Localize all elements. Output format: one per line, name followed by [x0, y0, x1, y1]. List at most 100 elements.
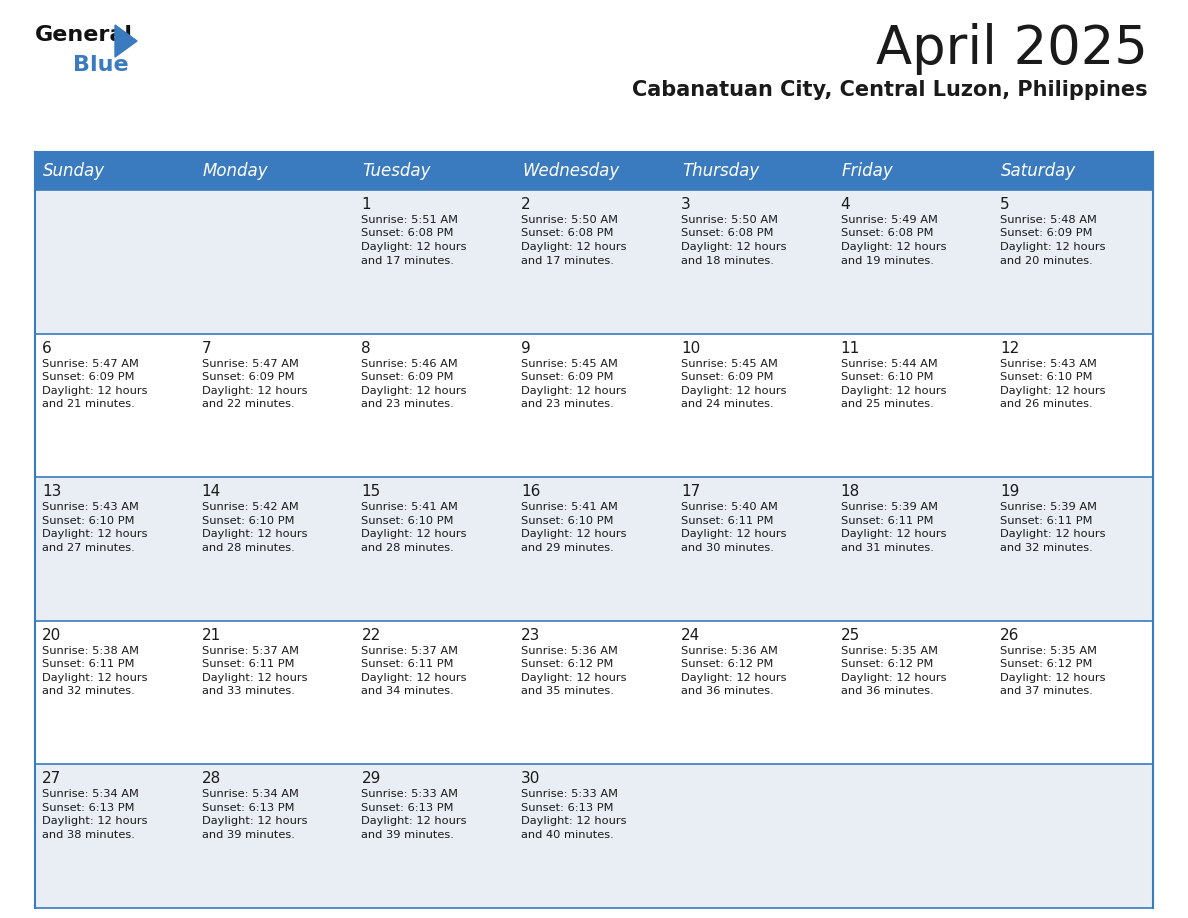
Text: Sunrise: 5:42 AM: Sunrise: 5:42 AM — [202, 502, 298, 512]
Bar — [674, 190, 834, 333]
Text: Daylight: 12 hours: Daylight: 12 hours — [841, 529, 946, 539]
Text: Sunrise: 5:46 AM: Sunrise: 5:46 AM — [361, 359, 459, 369]
Text: Sunset: 6:11 PM: Sunset: 6:11 PM — [361, 659, 454, 669]
Text: and 38 minutes.: and 38 minutes. — [42, 830, 135, 840]
Bar — [674, 765, 834, 908]
Text: Sunrise: 5:48 AM: Sunrise: 5:48 AM — [1000, 215, 1098, 225]
Text: General: General — [34, 25, 133, 45]
Text: Daylight: 12 hours: Daylight: 12 hours — [202, 816, 308, 826]
Text: Daylight: 12 hours: Daylight: 12 hours — [202, 386, 308, 396]
Bar — [34, 333, 195, 477]
Text: 2: 2 — [522, 197, 531, 212]
Text: Daylight: 12 hours: Daylight: 12 hours — [841, 673, 946, 683]
Text: Daylight: 12 hours: Daylight: 12 hours — [1000, 529, 1106, 539]
Text: Daylight: 12 hours: Daylight: 12 hours — [361, 673, 467, 683]
Text: and 33 minutes.: and 33 minutes. — [202, 687, 295, 696]
Text: Sunrise: 5:35 AM: Sunrise: 5:35 AM — [841, 645, 937, 655]
Text: Sunset: 6:09 PM: Sunset: 6:09 PM — [202, 372, 295, 382]
Text: Sunset: 6:13 PM: Sunset: 6:13 PM — [42, 803, 134, 813]
Bar — [834, 765, 993, 908]
Text: Sunset: 6:10 PM: Sunset: 6:10 PM — [841, 372, 933, 382]
Text: 21: 21 — [202, 628, 221, 643]
Bar — [195, 621, 354, 765]
Text: 1: 1 — [361, 197, 371, 212]
Text: and 22 minutes.: and 22 minutes. — [202, 399, 295, 409]
Text: Sunrise: 5:49 AM: Sunrise: 5:49 AM — [841, 215, 937, 225]
Text: 25: 25 — [841, 628, 860, 643]
Text: Sunrise: 5:51 AM: Sunrise: 5:51 AM — [361, 215, 459, 225]
Text: Daylight: 12 hours: Daylight: 12 hours — [361, 242, 467, 252]
Text: Sunset: 6:08 PM: Sunset: 6:08 PM — [681, 229, 773, 239]
Text: Sunday: Sunday — [43, 162, 105, 180]
Text: Sunrise: 5:37 AM: Sunrise: 5:37 AM — [202, 645, 298, 655]
Text: 12: 12 — [1000, 341, 1019, 355]
Text: and 27 minutes.: and 27 minutes. — [42, 543, 134, 553]
Text: Sunrise: 5:43 AM: Sunrise: 5:43 AM — [1000, 359, 1098, 369]
Text: 17: 17 — [681, 484, 700, 499]
Text: Daylight: 12 hours: Daylight: 12 hours — [202, 529, 308, 539]
Bar — [834, 190, 993, 333]
Text: Sunrise: 5:34 AM: Sunrise: 5:34 AM — [42, 789, 139, 800]
Text: Sunrise: 5:33 AM: Sunrise: 5:33 AM — [361, 789, 459, 800]
Bar — [514, 190, 674, 333]
Bar — [993, 765, 1154, 908]
Bar — [834, 152, 993, 190]
Text: Sunset: 6:12 PM: Sunset: 6:12 PM — [1000, 659, 1093, 669]
Bar — [834, 333, 993, 477]
Text: Monday: Monday — [203, 162, 268, 180]
Text: Daylight: 12 hours: Daylight: 12 hours — [522, 529, 626, 539]
Polygon shape — [115, 25, 137, 57]
Text: 28: 28 — [202, 771, 221, 787]
Bar — [34, 477, 195, 621]
Text: 16: 16 — [522, 484, 541, 499]
Text: Sunset: 6:12 PM: Sunset: 6:12 PM — [841, 659, 933, 669]
Text: and 36 minutes.: and 36 minutes. — [681, 687, 773, 696]
Text: Daylight: 12 hours: Daylight: 12 hours — [522, 816, 626, 826]
Text: Sunset: 6:11 PM: Sunset: 6:11 PM — [841, 516, 933, 526]
Text: 8: 8 — [361, 341, 371, 355]
Text: Sunrise: 5:44 AM: Sunrise: 5:44 AM — [841, 359, 937, 369]
Text: and 30 minutes.: and 30 minutes. — [681, 543, 773, 553]
Text: Sunset: 6:11 PM: Sunset: 6:11 PM — [42, 659, 134, 669]
Text: Tuesday: Tuesday — [362, 162, 431, 180]
Text: Sunset: 6:10 PM: Sunset: 6:10 PM — [42, 516, 134, 526]
Text: and 26 minutes.: and 26 minutes. — [1000, 399, 1093, 409]
Text: Daylight: 12 hours: Daylight: 12 hours — [1000, 242, 1106, 252]
Text: Sunset: 6:10 PM: Sunset: 6:10 PM — [1000, 372, 1093, 382]
Text: 10: 10 — [681, 341, 700, 355]
Text: Daylight: 12 hours: Daylight: 12 hours — [42, 529, 147, 539]
Text: Daylight: 12 hours: Daylight: 12 hours — [1000, 673, 1106, 683]
Text: Sunset: 6:09 PM: Sunset: 6:09 PM — [522, 372, 614, 382]
Text: and 32 minutes.: and 32 minutes. — [42, 687, 134, 696]
Text: Daylight: 12 hours: Daylight: 12 hours — [42, 673, 147, 683]
Text: Sunset: 6:11 PM: Sunset: 6:11 PM — [681, 516, 773, 526]
Text: and 32 minutes.: and 32 minutes. — [1000, 543, 1093, 553]
Text: Sunrise: 5:45 AM: Sunrise: 5:45 AM — [522, 359, 618, 369]
Text: Sunrise: 5:35 AM: Sunrise: 5:35 AM — [1000, 645, 1098, 655]
Text: Daylight: 12 hours: Daylight: 12 hours — [361, 386, 467, 396]
Text: Sunset: 6:13 PM: Sunset: 6:13 PM — [202, 803, 295, 813]
Text: Sunrise: 5:43 AM: Sunrise: 5:43 AM — [42, 502, 139, 512]
Text: 18: 18 — [841, 484, 860, 499]
Text: Sunset: 6:09 PM: Sunset: 6:09 PM — [1000, 229, 1093, 239]
Text: Daylight: 12 hours: Daylight: 12 hours — [841, 242, 946, 252]
Bar — [514, 477, 674, 621]
Text: Sunrise: 5:38 AM: Sunrise: 5:38 AM — [42, 645, 139, 655]
Bar — [834, 477, 993, 621]
Bar — [34, 765, 195, 908]
Bar — [993, 477, 1154, 621]
Text: and 28 minutes.: and 28 minutes. — [361, 543, 454, 553]
Bar — [354, 152, 514, 190]
Text: Saturday: Saturday — [1001, 162, 1076, 180]
Text: Daylight: 12 hours: Daylight: 12 hours — [202, 673, 308, 683]
Bar — [354, 333, 514, 477]
Text: 5: 5 — [1000, 197, 1010, 212]
Text: April 2025: April 2025 — [876, 23, 1148, 75]
Bar — [993, 152, 1154, 190]
Text: Sunrise: 5:47 AM: Sunrise: 5:47 AM — [202, 359, 298, 369]
Bar — [993, 333, 1154, 477]
Text: and 39 minutes.: and 39 minutes. — [361, 830, 454, 840]
Text: Sunrise: 5:50 AM: Sunrise: 5:50 AM — [681, 215, 778, 225]
Text: Daylight: 12 hours: Daylight: 12 hours — [361, 529, 467, 539]
Text: Sunset: 6:08 PM: Sunset: 6:08 PM — [522, 229, 614, 239]
